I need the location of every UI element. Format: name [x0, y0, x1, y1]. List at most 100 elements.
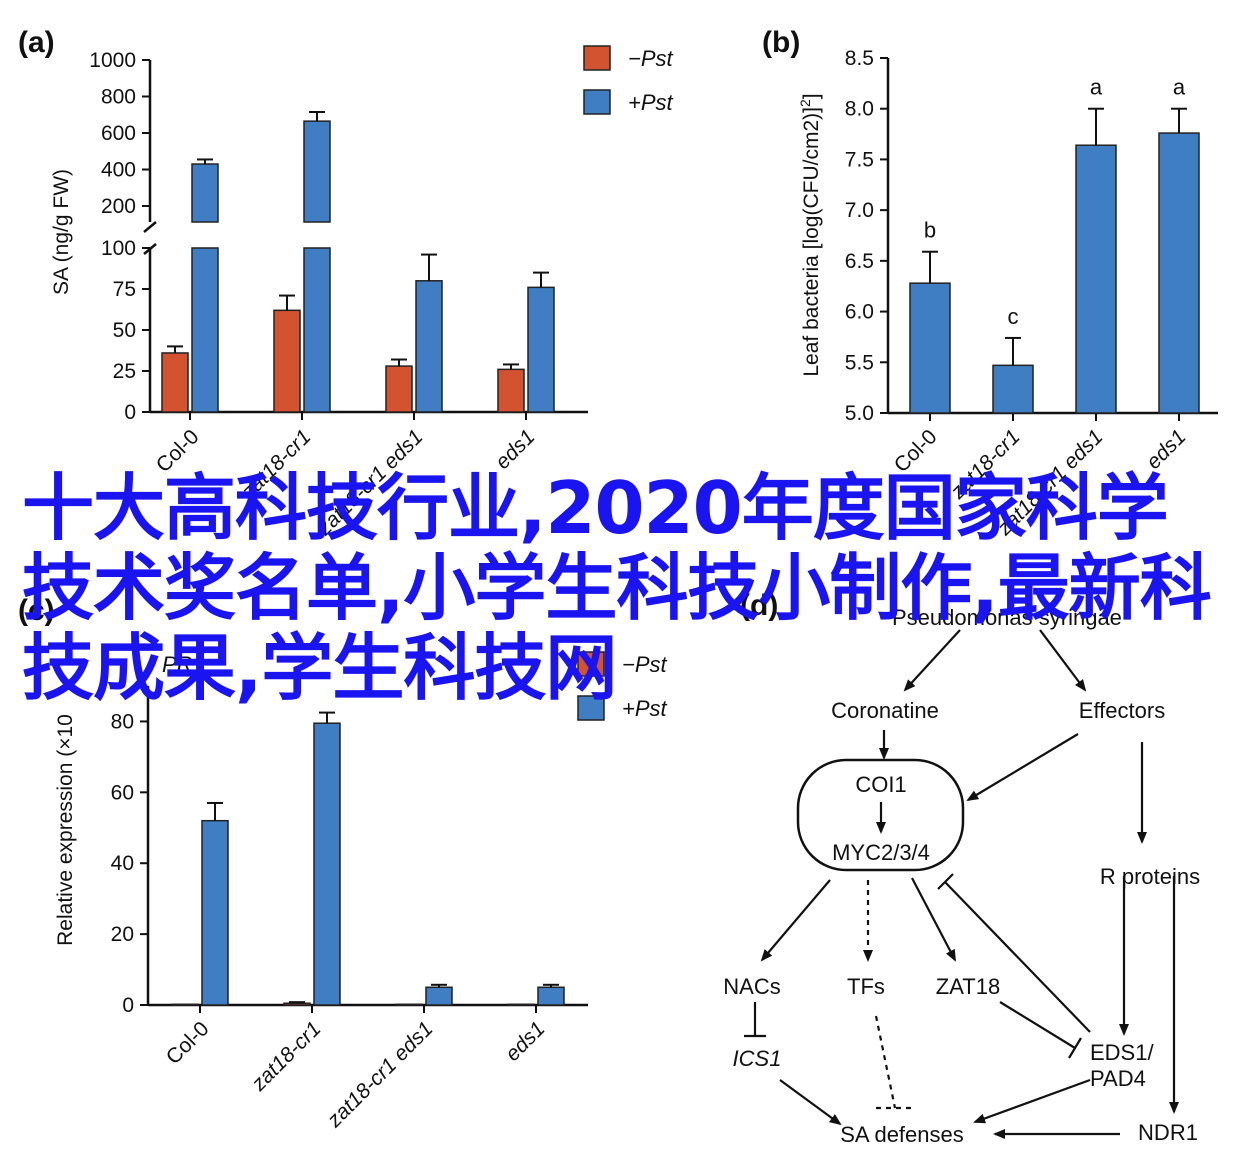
node-pathogen: Pseudomonas syringae [892, 605, 1122, 630]
panel-c: (c) PR1 Relative expression (×10 0 20 40 60… [18, 594, 668, 1132]
edge-effectors-coi1 [966, 733, 1079, 802]
c-ytick-label: 80 [111, 710, 134, 733]
c-bar [425, 986, 453, 1006]
edge-pathogen-coronatine [903, 629, 961, 692]
a-ytick-label: 100 [101, 237, 136, 260]
a-bar-upper [303, 120, 331, 223]
diagram-edges [744, 629, 1179, 1139]
a-bar [497, 368, 525, 413]
c-bar [313, 722, 341, 1006]
node-coronatine: Coronatine [831, 698, 939, 723]
panel-c-legend: −Pst +Pst [577, 651, 668, 721]
a-ytick-label: 25 [113, 360, 136, 383]
b-significance-letter: b [924, 218, 936, 243]
b-bar [1158, 132, 1200, 414]
a-break-mark-top [143, 221, 157, 233]
a-xtick-label-3: eds1 [491, 425, 539, 473]
a-legend-swatch [583, 45, 611, 71]
panel-b-letter: (b) [762, 26, 800, 59]
b-ytick-label: 7.0 [845, 199, 874, 222]
b-significance-letter: c [1008, 304, 1019, 329]
a-bar-upper [191, 163, 219, 223]
node-tfs: TFs [847, 974, 885, 999]
panel-d-letter: (d) [740, 589, 778, 622]
node-eds1: EDS1/ [1090, 1040, 1154, 1065]
c-legend-label: +Pst [622, 696, 668, 721]
a-ytick-label: 50 [113, 319, 136, 342]
c-bar [201, 819, 229, 1006]
c-ytick-label: 60 [111, 781, 134, 804]
b-ytick-label: 5.0 [845, 402, 874, 425]
edge-zat18-inhibit-eds1 [999, 1001, 1076, 1049]
node-pad4: PAD4 [1090, 1066, 1146, 1091]
b-bar [1075, 144, 1117, 414]
b-ytick-label: 6.0 [845, 301, 874, 324]
c-xtick-label-2: zat18-cr1 eds1 [322, 1017, 437, 1132]
c-bar [507, 1003, 535, 1006]
panel-a-ylabel: SA (ng/g FW) [50, 169, 73, 295]
a-legend-label: +Pst [628, 90, 674, 115]
c-xtick-label-3: eds1 [501, 1017, 549, 1065]
edge-myc-zat18 [911, 877, 956, 962]
panel-a-bars [161, 111, 555, 413]
a-xtick-label-1: zat18-cr1 [237, 425, 316, 504]
panel-c-letter: (c) [18, 594, 55, 627]
c-ytick-label: 20 [111, 923, 134, 946]
a-legend-swatch [583, 89, 611, 115]
a-bar [161, 352, 189, 413]
b-xtick-label-1: zat18-cr1 [946, 425, 1025, 504]
c-xtick-label-0: Col-0 [162, 1017, 214, 1069]
edge-zat18-inhibit-bar [1068, 1037, 1082, 1059]
c-legend-swatch [577, 651, 605, 677]
a-ytick-label: 1000 [89, 49, 136, 72]
a-bar [385, 365, 413, 413]
panel-b-ylabel: Leaf bacteria [log(CFU/cm2)]2] [797, 93, 823, 376]
panel-d: (d) Pseudomonas syringae Coronatine Effe… [723, 589, 1200, 1147]
panel-b: (b) Leaf bacteria [log(CFU/cm2)]2] 5.0 5.… [762, 26, 1218, 540]
b-ytick-label: 6.5 [845, 250, 874, 273]
c-bar [171, 1003, 199, 1006]
panel-b-bars: b c a a [909, 75, 1200, 414]
panel-a-axes: 0 25 50 75 100 200 400 600 800 1000 Col-0 zat18-cr1… [89, 49, 588, 540]
b-ytick-label: 8.5 [845, 47, 874, 70]
b-xtick-label-3: eds1 [1142, 425, 1190, 473]
edge-eds1-sa [973, 1078, 1091, 1124]
edge-ics1-sa [779, 1079, 842, 1126]
edge-myc-inhibit-eds1 [944, 881, 1091, 1033]
a-ytick-label: 600 [101, 122, 136, 145]
node-ics1: ICS1 [733, 1046, 782, 1071]
a-bar-lower [303, 247, 331, 413]
a-bar [273, 309, 301, 413]
b-significance-letter: a [1173, 75, 1186, 100]
b-bar [992, 364, 1034, 414]
node-myc: MYC2/3/4 [832, 840, 930, 865]
panel-a-letter: (a) [18, 26, 55, 59]
b-ytick-label: 5.5 [845, 351, 874, 374]
panel-c-title: PR1 [162, 652, 205, 677]
a-bar [415, 280, 443, 413]
a-ytick-label: 0 [124, 401, 136, 424]
node-zat18: ZAT18 [936, 974, 1000, 999]
a-xtick-label-0: Col-0 [152, 425, 204, 477]
panel-c-ylabel: Relative expression (×10 [54, 714, 77, 946]
panel-c-bars [171, 711, 565, 1006]
node-coi1: COI1 [855, 772, 906, 797]
node-nacs: NACs [723, 974, 780, 999]
panel-a-legend: −Pst +Pst [583, 45, 674, 115]
edge-myc-nacs [760, 879, 831, 962]
c-ytick-label: 40 [111, 852, 134, 875]
edge-pathogen-effectors [1039, 629, 1087, 692]
node-ndr1: NDR1 [1138, 1120, 1198, 1145]
edge-myc-inhibit-bar [937, 873, 954, 890]
panel-a: (a) SA (ng/g FW) 0 25 50 75 100 200 400 600 800 1… [18, 26, 674, 540]
node-rproteins: R proteins [1100, 864, 1200, 889]
a-legend-label: −Pst [628, 46, 674, 71]
c-bar [537, 986, 565, 1006]
a-ytick-label: 75 [113, 278, 136, 301]
c-ytick-label: 0 [122, 994, 134, 1017]
c-bar [395, 1003, 423, 1006]
b-bar [909, 282, 951, 414]
a-bar [527, 286, 555, 413]
a-ytick-label: 800 [101, 86, 136, 109]
